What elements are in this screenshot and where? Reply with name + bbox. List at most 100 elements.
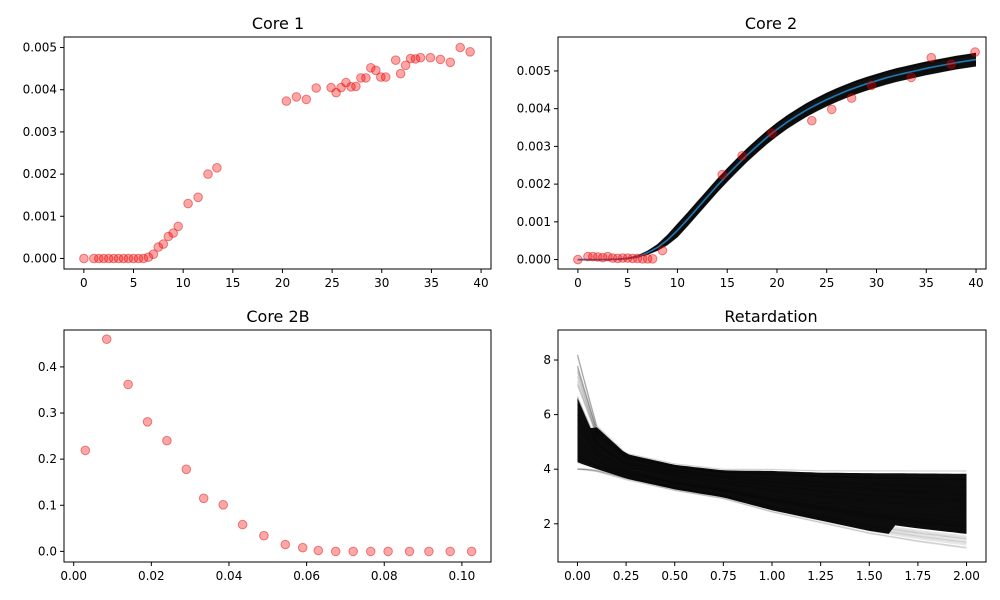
- x-tick-label: 1.00: [759, 569, 786, 583]
- data-point: [647, 253, 658, 264]
- posterior-sample-line: [577, 57, 977, 261]
- y-tick-label: 0.003: [23, 125, 57, 139]
- retardation-band-fill: [577, 398, 967, 534]
- observations-core-2b: [80, 334, 477, 557]
- data-point: [336, 82, 346, 93]
- observations-core-1: [79, 42, 475, 264]
- y-tick-label: 0.1: [38, 498, 57, 512]
- x-tick-label: 15: [720, 276, 735, 290]
- panel-core-2: Core 2 0 5 10 15 20 25 30 35 40 0.000 0.001 0.002 0.…: [517, 14, 987, 290]
- data-point: [138, 253, 149, 264]
- panel-retardation: Retardation 0.00 0.25 0.50 0.75 1.00 1.25 1.50…: [543, 307, 987, 583]
- data-point: [133, 253, 144, 264]
- posterior-sample-line: [577, 65, 977, 261]
- posterior-sample-line: [577, 63, 977, 261]
- data-point: [866, 80, 877, 91]
- data-point: [183, 198, 193, 209]
- data-point: [622, 253, 633, 263]
- y-tick-label: 0.4: [38, 360, 57, 374]
- data-point: [326, 82, 336, 93]
- y-tick-label: 0.002: [23, 167, 57, 181]
- panel-core-2b: Core 2B 0.00 0.02 0.04 0.06 0.08 0.100.00.10.…: [38, 307, 492, 583]
- data-point: [163, 231, 174, 242]
- data-point: [108, 253, 119, 264]
- plot-area-core-2b: [80, 334, 477, 557]
- data-point: [89, 253, 99, 264]
- data-point: [162, 435, 172, 446]
- data-point: [970, 47, 980, 57]
- x-tick-label: 20: [769, 276, 784, 290]
- data-point: [351, 81, 361, 92]
- x-tick-label: 30: [869, 276, 884, 290]
- x-tick-label: 0.00: [60, 569, 87, 583]
- chart-title-core-2: Core 2: [745, 14, 797, 33]
- data-point: [212, 163, 222, 173]
- x-tick-label: 0.75: [710, 569, 737, 583]
- y-tick-label: 0.004: [517, 102, 551, 116]
- x-tick-label: 15: [225, 276, 240, 290]
- data-point: [356, 73, 366, 83]
- data-point: [128, 253, 139, 264]
- data-point: [259, 530, 269, 541]
- plot-frame-core-2b: [63, 329, 492, 563]
- data-point: [588, 251, 598, 262]
- data-point: [330, 546, 341, 557]
- data-point: [103, 253, 114, 264]
- y-tick-label: 2: [543, 517, 551, 531]
- posterior-sample-line: [577, 58, 977, 261]
- posterior-sample-line: [577, 65, 977, 261]
- y-tick-label: 0.0: [38, 544, 57, 558]
- x-tick-label: 40: [473, 276, 488, 290]
- posterior-sample-line: [577, 53, 977, 261]
- data-point: [113, 253, 124, 264]
- y-tick-label: 8: [543, 353, 551, 367]
- posterior-sample-line: [577, 61, 977, 261]
- posterior-sample-line: [577, 54, 977, 261]
- posterior-sample-line: [577, 62, 977, 261]
- y-tick-label: 0.005: [23, 41, 57, 55]
- y-tick-label: 0.002: [517, 177, 551, 191]
- x-tick-label: 35: [919, 276, 934, 290]
- data-point: [767, 128, 777, 138]
- data-point: [118, 253, 129, 264]
- data-point: [807, 115, 817, 126]
- posterior-sample-line: [577, 52, 977, 261]
- posterior-sample-line: [577, 61, 977, 261]
- data-point: [158, 239, 169, 249]
- axis-ticks-core-2: 0 5 10 15 20 25 30 35 40 0.000 0.001 0.002 0.003 0.00…: [517, 64, 984, 290]
- data-point: [143, 252, 154, 263]
- data-point: [642, 253, 653, 264]
- y-tick-label: 0.001: [517, 215, 551, 229]
- data-point: [173, 221, 183, 232]
- data-point: [153, 242, 164, 252]
- data-point: [637, 253, 648, 264]
- posterior-sample-line: [577, 61, 977, 261]
- data-point: [926, 52, 937, 63]
- data-point: [98, 253, 109, 264]
- data-point: [311, 83, 322, 93]
- y-tick-label: 6: [543, 408, 551, 422]
- data-point: [281, 96, 292, 106]
- posterior-sample-line: [577, 65, 977, 261]
- data-point: [415, 52, 426, 63]
- y-tick-label: 0.3: [38, 406, 57, 420]
- retardation-samples: [576, 354, 967, 549]
- data-point: [366, 63, 376, 73]
- x-tick-label: 5: [130, 276, 138, 290]
- data-point: [348, 546, 359, 557]
- posterior-sample-line: [577, 64, 977, 261]
- x-tick-label: 0.08: [371, 569, 398, 583]
- posterior-sample-line: [577, 63, 977, 261]
- y-tick-label: 0.004: [23, 83, 57, 97]
- data-point: [297, 542, 308, 553]
- data-point: [380, 72, 391, 82]
- x-tick-label: 0.00: [564, 569, 591, 583]
- data-point: [376, 72, 386, 82]
- data-point: [237, 519, 248, 530]
- data-point: [301, 94, 312, 105]
- data-point: [341, 77, 351, 88]
- series-core-2b: [80, 334, 477, 557]
- data-point: [101, 334, 112, 345]
- data-point: [657, 245, 668, 256]
